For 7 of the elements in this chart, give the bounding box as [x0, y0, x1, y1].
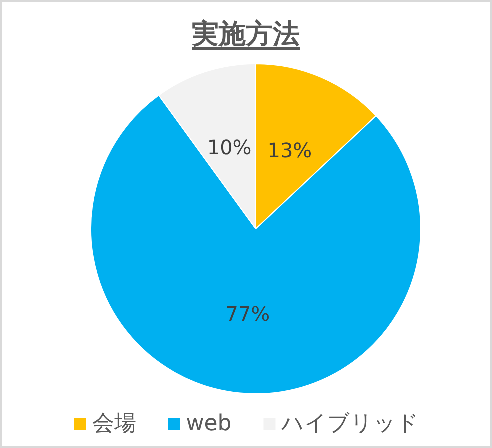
chart-title: 実施方法	[192, 19, 300, 50]
data-label: 10%	[207, 136, 252, 160]
legend-label: ハイブリッド	[280, 412, 420, 436]
data-label: 13%	[268, 138, 312, 163]
legend-label: 会場	[92, 412, 136, 436]
legend-label: web	[186, 412, 232, 436]
data-label: 77%	[226, 302, 270, 326]
